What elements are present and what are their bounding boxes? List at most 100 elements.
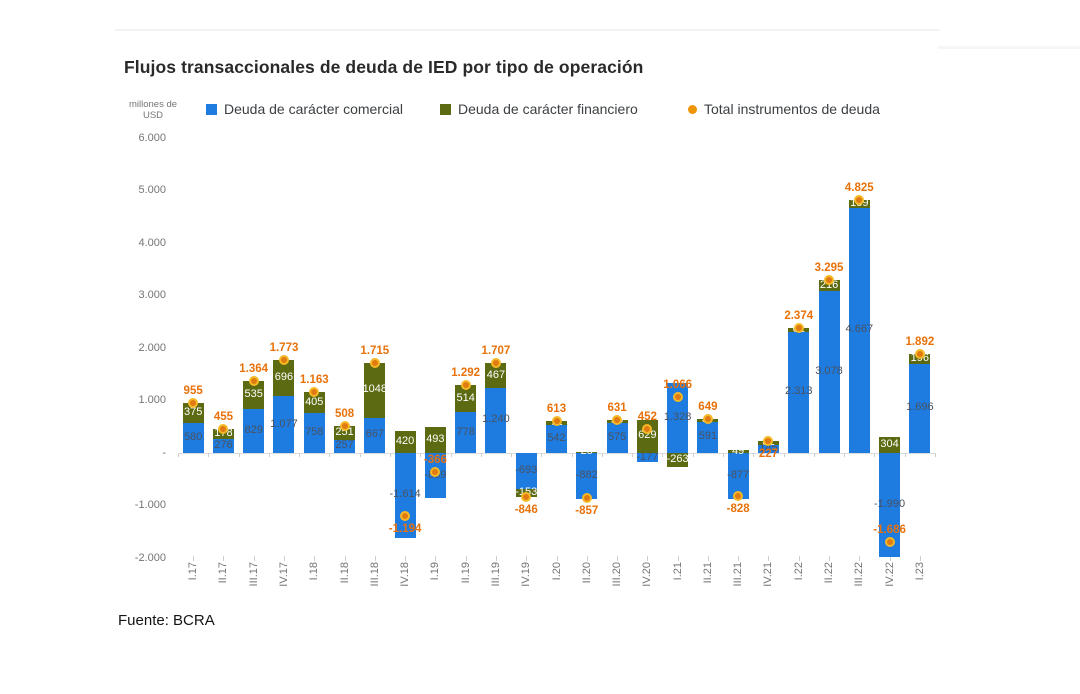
bar-value-label: 2.313 — [784, 385, 813, 398]
bar-segment — [424, 427, 446, 453]
bar-value-label: 758 — [305, 426, 324, 439]
bar-segment — [909, 363, 931, 453]
source-note: Fuente: BCRA — [118, 612, 215, 629]
bar-value-label: 257 — [335, 439, 354, 452]
bar-segment — [394, 453, 416, 538]
bar-value-label: 375 — [183, 405, 203, 418]
bar-segment — [727, 453, 749, 500]
bar-value-label: 1.696 — [906, 401, 934, 414]
legend: Deuda de carácter comercial Deuda de car… — [0, 101, 1080, 121]
bar-value-label: 535 — [244, 388, 263, 401]
axis-tick — [647, 556, 649, 561]
total-value-label: 649 — [698, 400, 718, 413]
total-value-label: 1.364 — [239, 363, 269, 376]
axis-tick — [662, 453, 664, 457]
axis-tick — [798, 556, 800, 561]
total-marker — [218, 424, 229, 435]
total-marker — [430, 467, 441, 478]
bar-segment — [848, 207, 870, 453]
bar-segment — [879, 453, 901, 558]
bar-segment — [576, 451, 598, 453]
total-value-label: 1.715 — [360, 344, 390, 357]
axis-tick — [283, 556, 285, 561]
bar-segment — [243, 381, 265, 410]
axis-tick — [253, 556, 255, 561]
bar-value-label: 276 — [214, 438, 233, 451]
bar-segment — [243, 409, 265, 453]
total-marker — [642, 424, 653, 435]
axis-tick — [829, 556, 831, 561]
axis-tick — [299, 453, 301, 457]
bar-segment — [455, 385, 477, 413]
x-tick-label: I.22 — [792, 562, 805, 581]
total-value-label: -828 — [726, 503, 750, 516]
axis-tick — [268, 453, 270, 457]
total-marker — [400, 510, 411, 521]
total-value-label: 455 — [213, 411, 233, 424]
total-value-label: 2.374 — [784, 310, 814, 323]
bar-segment — [182, 402, 204, 423]
bar-value-label: 542 — [547, 431, 566, 444]
axis-tick — [632, 453, 634, 457]
zero-line — [178, 453, 935, 454]
total-value-label: -857 — [575, 504, 599, 517]
x-tick-label: IV.17 — [277, 562, 290, 587]
axis-tick — [813, 453, 815, 457]
bar-value-label: 4.667 — [845, 323, 874, 336]
axis-tick — [571, 453, 573, 457]
y-axis-unit-line2: USD — [142, 110, 164, 122]
legend-square-comercial-icon — [206, 103, 217, 115]
y-tick-label: -1.000 — [134, 499, 166, 511]
total-marker — [854, 194, 865, 205]
total-marker — [612, 414, 623, 425]
bar-segment — [546, 424, 567, 453]
bar-value-label: 1.240 — [482, 413, 510, 426]
total-value-label: 631 — [607, 401, 627, 414]
bar-segment — [576, 453, 598, 500]
total-marker — [278, 354, 289, 365]
x-tick-label: I.20 — [550, 562, 563, 581]
total-marker — [733, 491, 744, 502]
y-tick-label: - — [162, 446, 166, 459]
total-marker — [884, 536, 895, 547]
total-value-label: -366 — [423, 454, 447, 467]
x-tick-label: III.20 — [611, 562, 624, 587]
legend-dot-total-icon — [688, 104, 697, 114]
axis-tick — [556, 556, 558, 561]
total-marker — [188, 397, 199, 408]
axis-tick — [223, 556, 225, 561]
x-tick-label: IV.22 — [883, 562, 896, 587]
y-tick-label: 6.000 — [138, 131, 166, 144]
axis-tick — [844, 453, 846, 457]
axis-tick — [919, 556, 921, 561]
bar-value-label: -882 — [575, 469, 598, 482]
total-marker — [248, 376, 259, 387]
legend-square-financiero-icon — [440, 103, 451, 115]
y-tick-label: 1.000 — [138, 394, 166, 406]
bar-segment — [273, 396, 295, 453]
bar-segment — [394, 430, 416, 453]
axis-tick — [723, 453, 725, 457]
bar-value-label: -263 — [666, 452, 689, 465]
bar-segment — [909, 353, 931, 364]
total-marker — [672, 392, 683, 403]
axis-tick — [526, 556, 528, 561]
bar-segment — [455, 412, 477, 453]
total-value-label: 1.163 — [299, 373, 329, 386]
legend-item-total: Total instrumentos de deuda — [688, 101, 880, 117]
card-corner-edge — [938, 46, 1080, 49]
axis-tick — [935, 453, 936, 457]
y-tick-label: 5.000 — [138, 184, 166, 196]
total-value-label: 452 — [637, 411, 657, 424]
axis-tick — [495, 556, 497, 561]
axis-tick — [238, 453, 240, 457]
bar-value-label: 591 — [698, 430, 718, 443]
total-value-label: -1.194 — [388, 522, 422, 535]
axis-tick — [677, 556, 679, 561]
total-value-label: 508 — [334, 408, 355, 421]
total-value-label: -846 — [514, 504, 538, 517]
legend-item-financiero: Deuda de carácter financiero — [440, 101, 638, 117]
x-tick-label: III.21 — [732, 562, 745, 587]
axis-tick — [329, 453, 331, 457]
